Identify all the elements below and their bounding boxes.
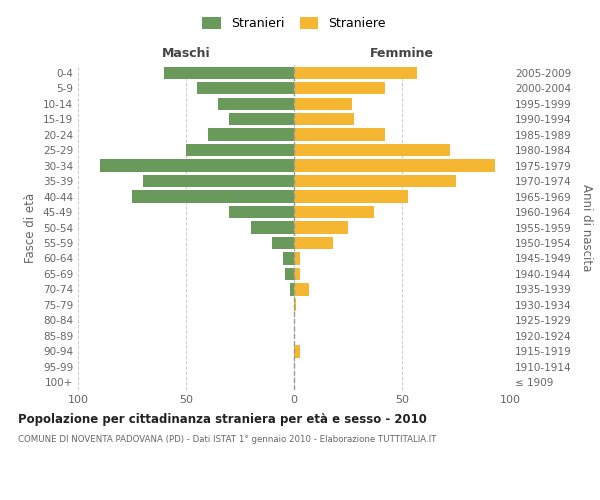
Text: COMUNE DI NOVENTA PADOVANA (PD) - Dati ISTAT 1° gennaio 2010 - Elaborazione TUTT: COMUNE DI NOVENTA PADOVANA (PD) - Dati I… — [18, 435, 436, 444]
Bar — [294, 268, 301, 280]
Bar — [294, 345, 301, 358]
Bar — [272, 237, 294, 249]
Bar — [294, 252, 301, 264]
Bar — [294, 206, 374, 218]
Bar — [286, 268, 294, 280]
Bar — [100, 160, 294, 172]
Bar — [294, 113, 355, 126]
Y-axis label: Anni di nascita: Anni di nascita — [580, 184, 593, 271]
Bar — [294, 128, 385, 141]
Text: Femmine: Femmine — [370, 47, 434, 60]
Bar — [208, 128, 294, 141]
Bar — [132, 190, 294, 202]
Text: Maschi: Maschi — [161, 47, 211, 60]
Bar — [251, 222, 294, 234]
Bar — [229, 113, 294, 126]
Bar — [294, 190, 409, 202]
Bar — [218, 98, 294, 110]
Bar — [294, 66, 417, 79]
Bar — [294, 175, 456, 188]
Bar — [294, 283, 309, 296]
Bar — [229, 206, 294, 218]
Y-axis label: Fasce di età: Fasce di età — [25, 192, 37, 262]
Bar — [197, 82, 294, 94]
Bar — [294, 144, 449, 156]
Bar — [294, 82, 385, 94]
Bar — [294, 160, 495, 172]
Bar — [294, 237, 333, 249]
Bar — [294, 98, 352, 110]
Bar — [186, 144, 294, 156]
Bar — [283, 252, 294, 264]
Bar — [294, 298, 296, 311]
Text: Popolazione per cittadinanza straniera per età e sesso - 2010: Popolazione per cittadinanza straniera p… — [18, 412, 427, 426]
Legend: Stranieri, Straniere: Stranieri, Straniere — [199, 12, 389, 34]
Bar — [164, 66, 294, 79]
Bar — [294, 222, 348, 234]
Bar — [290, 283, 294, 296]
Bar — [143, 175, 294, 188]
